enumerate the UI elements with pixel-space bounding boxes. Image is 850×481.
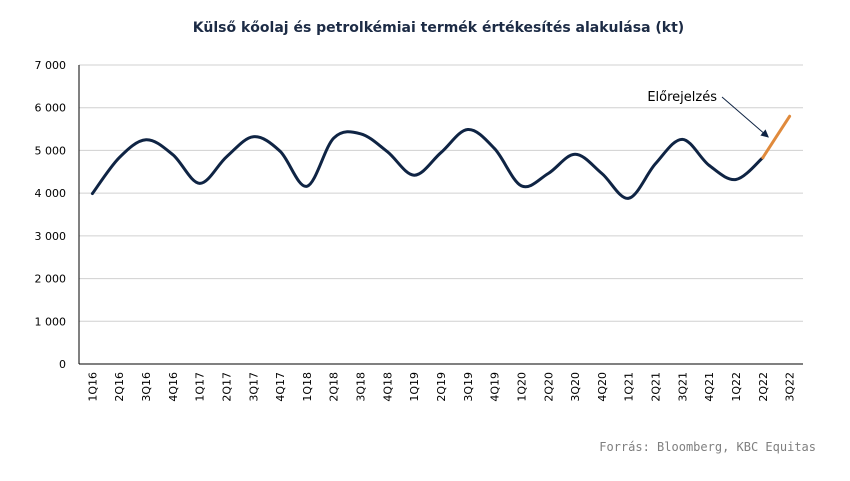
x-tick-label: 2Q19 bbox=[435, 372, 448, 402]
y-tick-label: 1 000 bbox=[35, 315, 67, 328]
x-tick-label: 2Q17 bbox=[220, 372, 233, 402]
x-tick-label: 1Q19 bbox=[408, 372, 421, 402]
y-tick-label: 4 000 bbox=[35, 187, 67, 200]
x-tick-label: 4Q21 bbox=[703, 372, 716, 402]
series-line-actual bbox=[90, 128, 765, 200]
x-tick-label: 4Q16 bbox=[167, 372, 180, 402]
x-tick-label: 4Q19 bbox=[489, 372, 502, 402]
x-tick-label: 4Q18 bbox=[381, 372, 394, 402]
y-tick-label: 5 000 bbox=[35, 144, 67, 157]
y-tick-label: 7 000 bbox=[35, 59, 67, 72]
x-tick-label: 3Q18 bbox=[355, 372, 368, 402]
series-line-forecast bbox=[761, 114, 792, 160]
x-tick-label: 4Q17 bbox=[274, 372, 287, 402]
y-tick-label: 2 000 bbox=[35, 273, 67, 286]
x-tick-label: 3Q20 bbox=[569, 372, 582, 402]
y-tick-label: 6 000 bbox=[35, 102, 67, 115]
x-tick-label: 1Q18 bbox=[301, 372, 314, 402]
x-tick-label: 1Q22 bbox=[730, 372, 743, 402]
x-tick-label: 2Q20 bbox=[542, 372, 555, 402]
x-tick-label: 1Q21 bbox=[623, 372, 636, 402]
x-tick-label: 1Q16 bbox=[86, 372, 99, 402]
x-tick-label: 3Q21 bbox=[676, 372, 689, 402]
x-tick-label: 3Q16 bbox=[140, 372, 153, 402]
x-tick-label: 2Q22 bbox=[757, 372, 770, 402]
x-tick-label: 3Q22 bbox=[784, 372, 797, 402]
x-tick-label: 1Q20 bbox=[515, 372, 528, 402]
y-tick-label: 0 bbox=[59, 358, 66, 371]
x-tick-label: 1Q17 bbox=[194, 372, 207, 402]
x-tick-label: 2Q18 bbox=[328, 372, 341, 402]
x-tick-label: 3Q17 bbox=[247, 372, 260, 402]
x-tick-label: 2Q16 bbox=[113, 372, 126, 402]
forecast-annotation-label: Előrejelzés bbox=[647, 90, 717, 105]
forecast-annotation-arrow bbox=[721, 96, 769, 138]
source-note: Forrás: Bloomberg, KBC Equitas bbox=[599, 440, 816, 454]
chart-title: Külső kőolaj és petrolkémiai termék érté… bbox=[192, 20, 685, 36]
y-tick-label: 3 000 bbox=[35, 230, 67, 243]
x-tick-label: 4Q20 bbox=[596, 372, 609, 402]
x-tick-label: 3Q19 bbox=[462, 372, 475, 402]
x-tick-label: 2Q21 bbox=[650, 372, 663, 402]
